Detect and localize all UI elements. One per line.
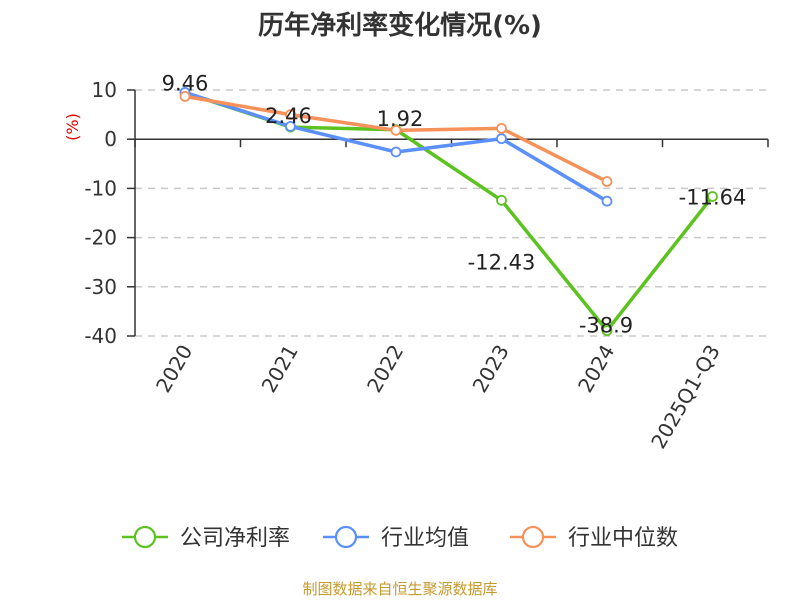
legend: 公司净利率 行业均值 行业中位数 (122, 525, 678, 551)
series-industry_avg (179, 87, 613, 207)
data-point (601, 325, 613, 336)
x-tick-label: 2022 (362, 341, 408, 397)
data-label: -12.43 (468, 250, 536, 274)
y-tick-label: -10 (84, 176, 117, 200)
x-tick-label: 2024 (573, 341, 619, 397)
data-point (390, 124, 402, 136)
x-tick-label: 2023 (468, 341, 514, 397)
x-tick-label: 2020 (151, 341, 197, 397)
data-point (601, 176, 613, 187)
data-label: -38.9 (579, 314, 633, 338)
data-label-layer: 9.46 2.46 1.92 -12.43 -38.9 -11.64 (162, 72, 747, 338)
data-point (390, 146, 402, 158)
grid-layer: 10 0 -10 -20 -30 -40 (84, 78, 768, 348)
y-tick-label: -30 (84, 275, 117, 299)
data-point (601, 195, 613, 207)
y-tick-label: 0 (104, 127, 117, 151)
data-point (496, 133, 507, 145)
legend-item-industry_avg[interactable]: 行业均值 (323, 525, 469, 551)
series-industry_median (179, 90, 613, 187)
legend-label: 行业中位数 (568, 526, 678, 551)
legend-marker (334, 525, 358, 549)
legend-label: 行业均值 (381, 526, 469, 551)
data-label: -11.64 (679, 185, 747, 209)
source-note: 制图数据来自恒生聚源数据库 (302, 580, 497, 598)
data-label: 1.92 (377, 107, 424, 131)
legend-item-industry_median[interactable]: 行业中位数 (510, 525, 678, 551)
chart-title: 历年净利率变化情况(%) (258, 10, 542, 41)
legend-item-company[interactable]: 公司净利率 (122, 525, 290, 551)
x-tick-label: 2021 (257, 341, 303, 397)
y-axis-unit-label: (%) (63, 113, 82, 141)
legend-label: 公司净利率 (180, 526, 290, 551)
legend-marker (521, 525, 545, 549)
y-tick-label: 10 (92, 78, 117, 102)
series-layer (179, 87, 718, 336)
series-company (179, 87, 718, 336)
data-point (285, 109, 296, 120)
data-point (179, 90, 191, 102)
data-label: 9.46 (162, 72, 209, 96)
x-tick-label: 2025Q1-Q3 (646, 341, 725, 453)
data-point (496, 194, 507, 206)
data-point (285, 121, 296, 132)
data-label: 2.46 (265, 104, 312, 128)
y-tick-label: -40 (84, 324, 117, 348)
data-point (496, 122, 507, 134)
y-tick-label: -20 (84, 226, 117, 250)
legend-marker (133, 525, 157, 549)
data-point (707, 191, 718, 202)
